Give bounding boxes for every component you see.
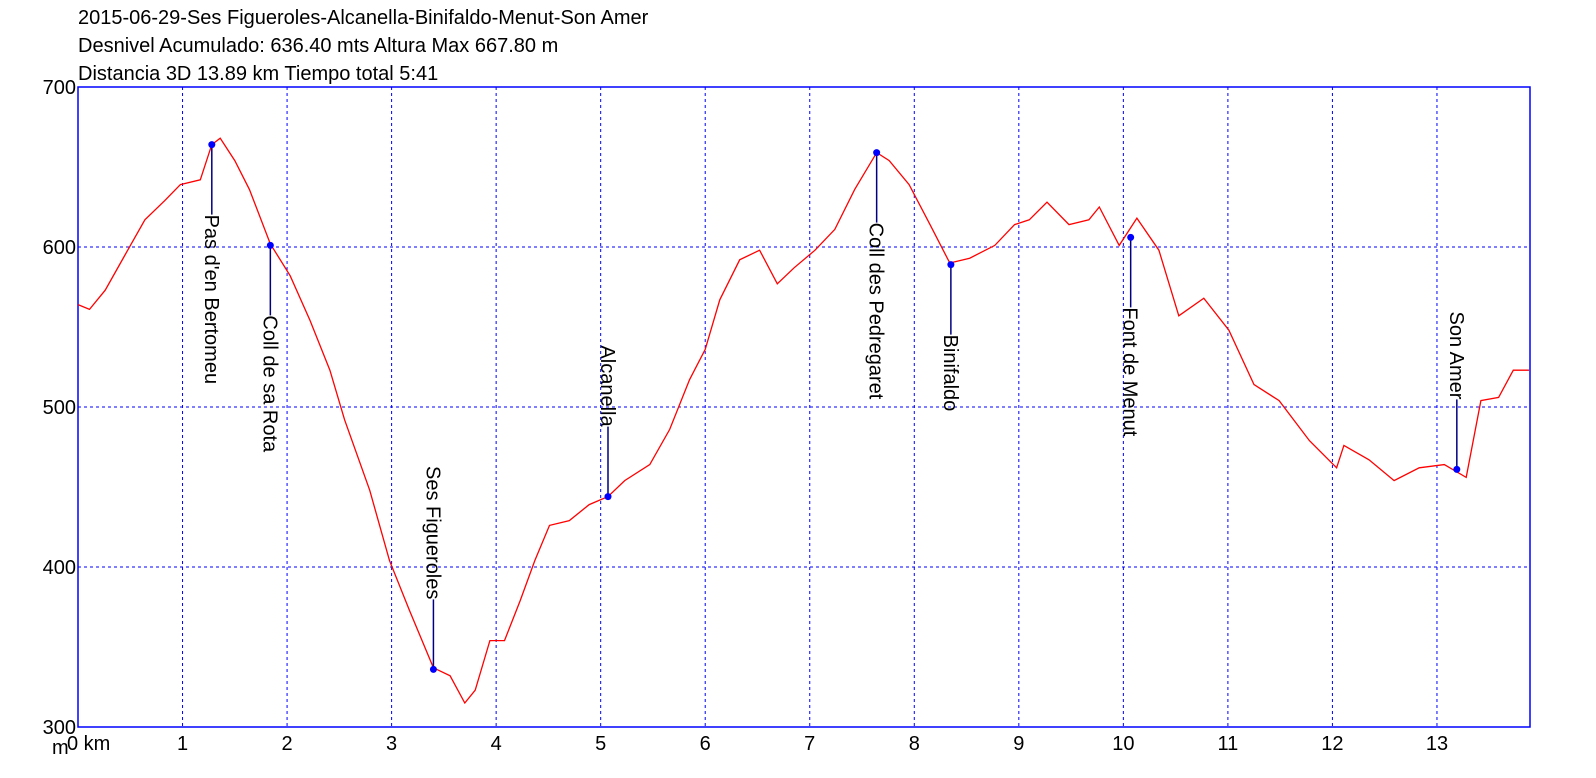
- x-tick-label: 10: [1112, 733, 1134, 755]
- waypoint-label: Alcanella: [596, 345, 618, 427]
- x-tick-label: 2: [282, 733, 293, 755]
- waypoint-label: Coll des Pedregaret: [865, 223, 887, 400]
- waypoint-label: Ses Figueroles: [421, 466, 443, 599]
- x-tick-label: 0 km: [67, 733, 110, 755]
- y-tick-label: 600: [43, 237, 76, 259]
- title-line: Desnivel Acumulado: 636.40 mts Altura Ma…: [78, 35, 558, 57]
- x-tick-label: 5: [595, 733, 606, 755]
- waypoint-label: Font de Menut: [1119, 307, 1141, 436]
- waypoint: [873, 149, 881, 157]
- waypoint: [1453, 465, 1461, 473]
- plot-frame: [77, 86, 1531, 728]
- y-tick-label: 500: [43, 397, 76, 419]
- y-unit: m: [52, 737, 69, 759]
- x-tick-label: 6: [700, 733, 711, 755]
- x-tick-label: 3: [386, 733, 397, 755]
- waypoint: [947, 261, 955, 269]
- x-tick-label: 7: [804, 733, 815, 755]
- waypoint: [604, 493, 612, 501]
- x-tick-label: 13: [1426, 733, 1448, 755]
- x-tick-label: 12: [1321, 733, 1343, 755]
- waypoint: [208, 141, 216, 149]
- y-tick-label: 300: [43, 717, 76, 739]
- x-tick-label: 4: [491, 733, 502, 755]
- elevation-line: [77, 137, 1529, 705]
- x-tick-label: 11: [1218, 733, 1239, 755]
- waypoint-label: Son Amer: [1445, 312, 1467, 400]
- y-tick-label: 400: [43, 557, 76, 579]
- x-tick-label: 1: [177, 733, 188, 755]
- waypoint: [1127, 233, 1135, 241]
- waypoint-label: Binifaldo: [939, 335, 961, 412]
- waypoint-label: Pas d'en Bertomeu: [200, 215, 222, 384]
- waypoint: [429, 665, 437, 673]
- x-tick-label: 9: [1013, 733, 1024, 755]
- waypoint: [266, 241, 274, 249]
- title-line: 2015-06-29-Ses Figueroles-Alcanella-Bini…: [78, 7, 649, 29]
- x-tick-label: 8: [909, 733, 920, 755]
- y-tick-label: 700: [43, 77, 76, 99]
- title-line: Distancia 3D 13.89 km Tiempo total 5:41: [78, 63, 438, 85]
- waypoint-label: Coll de sa Rota: [258, 315, 280, 453]
